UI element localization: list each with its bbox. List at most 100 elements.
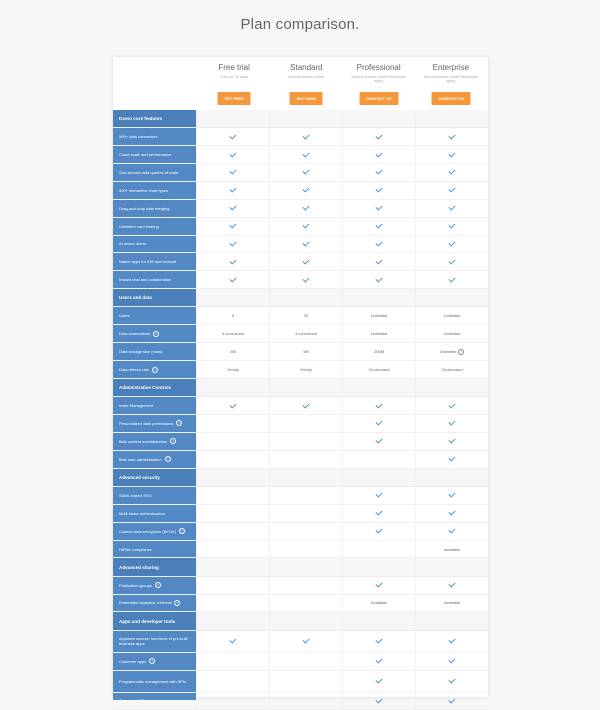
check-icon xyxy=(449,509,456,516)
table-cell xyxy=(269,595,342,612)
feature-label: Invite Management xyxy=(113,397,196,414)
section-cell xyxy=(269,558,342,575)
check-icon xyxy=(449,437,456,444)
check-icon xyxy=(449,676,456,683)
check-icon xyxy=(230,132,237,139)
table-cell xyxy=(415,523,488,540)
table-cell xyxy=(196,218,269,235)
check-icon xyxy=(376,275,383,282)
help-icon[interactable]: ? xyxy=(458,349,464,355)
table-row: Customer apps? xyxy=(113,653,488,671)
help-icon[interactable]: ? xyxy=(153,331,159,337)
table-cell xyxy=(415,128,488,145)
check-icon xyxy=(449,168,456,175)
table-cell xyxy=(196,631,269,652)
cell-value: Hourly xyxy=(300,367,312,372)
table-row: Cloud scale and performance xyxy=(113,146,488,164)
table-cell xyxy=(415,653,488,670)
check-icon xyxy=(376,132,383,139)
feature-label: Connector IDE xyxy=(113,693,196,710)
table-cell: 5M xyxy=(196,343,269,360)
table-cell xyxy=(415,433,488,450)
check-icon xyxy=(230,150,237,157)
section-cell xyxy=(269,469,342,486)
feature-label: AI-driven alerts xyxy=(113,236,196,253)
help-icon[interactable]: ? xyxy=(155,582,161,588)
check-icon xyxy=(303,150,310,157)
feature-label: Personalized data permissions? xyxy=(113,415,196,432)
feature-text: Appstore access: hundreds of pre-built b… xyxy=(119,636,196,646)
feature-label: Unlimited card sharing xyxy=(113,218,196,235)
check-icon xyxy=(230,257,237,264)
check-icon xyxy=(230,401,237,408)
table-cell xyxy=(269,693,342,710)
table-cell: Available xyxy=(415,541,488,558)
check-icon xyxy=(303,239,310,246)
check-icon xyxy=(376,186,383,193)
section-cell xyxy=(269,612,342,629)
table-cell xyxy=(196,451,269,468)
contact-us-button[interactable]: CONTACT US xyxy=(431,92,470,105)
table-cell xyxy=(415,577,488,594)
check-icon xyxy=(230,186,237,193)
help-icon[interactable]: ? xyxy=(179,528,185,534)
cell-value: 250M xyxy=(374,349,384,354)
help-icon[interactable]: ? xyxy=(149,658,155,664)
check-icon xyxy=(449,132,456,139)
check-icon xyxy=(449,527,456,534)
check-icon xyxy=(449,637,456,644)
try-free-button[interactable]: TRY FREE xyxy=(218,92,251,105)
table-row: 500+ data connectors xyxy=(113,128,488,146)
plan-free-trial: Free trial Free for 30 days TRY FREE xyxy=(198,57,270,110)
feature-text: Administrative Controls xyxy=(119,385,171,390)
check-icon xyxy=(230,204,237,211)
feature-label: Custom data encryption (BYOK)? xyxy=(113,523,196,540)
table-row: Native apps for iOS and Android xyxy=(113,253,488,271)
feature-text: Personalized data permissions xyxy=(119,421,173,426)
buy-now-button[interactable]: BUY NOW xyxy=(290,92,323,105)
cell-value: Unlimited xyxy=(444,331,461,336)
plan-subtitle: Free for 30 days xyxy=(198,75,270,84)
table-cell xyxy=(342,271,415,288)
table-cell xyxy=(415,631,488,652)
table-cell xyxy=(342,487,415,504)
help-icon[interactable]: ? xyxy=(152,367,158,373)
table-cell xyxy=(269,128,342,145)
help-icon[interactable]: ? xyxy=(165,456,171,462)
feature-text: Native apps for iOS and Android xyxy=(119,259,176,264)
table-cell xyxy=(342,182,415,199)
section-header: Domo core features xyxy=(113,110,488,128)
section-cell xyxy=(196,289,269,306)
check-icon xyxy=(376,637,383,644)
table-cell xyxy=(196,595,269,612)
table-cell xyxy=(415,693,488,710)
feature-label: Customer apps? xyxy=(113,653,196,670)
feature-label: Users xyxy=(113,307,196,324)
check-icon xyxy=(230,222,237,229)
table-cell xyxy=(415,146,488,163)
check-icon xyxy=(449,455,456,462)
feature-label: Data refresh rate? xyxy=(113,361,196,378)
feature-label: Instant chat and collaboration xyxy=(113,271,196,288)
check-icon xyxy=(230,239,237,246)
check-icon xyxy=(303,204,310,211)
feature-text: Advanced sharing xyxy=(119,565,159,570)
help-icon[interactable]: ? xyxy=(170,438,176,444)
table-row: Custom data encryption (BYOK)? xyxy=(113,523,488,541)
help-icon[interactable]: ? xyxy=(176,420,182,426)
table-row: Bulk content administration? xyxy=(113,433,488,451)
table-cell xyxy=(269,451,342,468)
feature-text: Advanced security xyxy=(119,475,160,480)
table-cell xyxy=(196,541,269,558)
check-icon xyxy=(449,491,456,498)
table-row: Programmatic management with APIs xyxy=(113,671,488,693)
table-cell: 4 concurrent xyxy=(196,325,269,342)
table-cell: Available xyxy=(342,595,415,612)
contact-us-button[interactable]: CONTACT US xyxy=(359,92,398,105)
table-cell xyxy=(269,236,342,253)
help-icon[interactable]: ? xyxy=(174,600,180,606)
table-cell xyxy=(269,577,342,594)
table-row: Appstore access: hundreds of pre-built b… xyxy=(113,631,488,653)
check-icon xyxy=(449,419,456,426)
